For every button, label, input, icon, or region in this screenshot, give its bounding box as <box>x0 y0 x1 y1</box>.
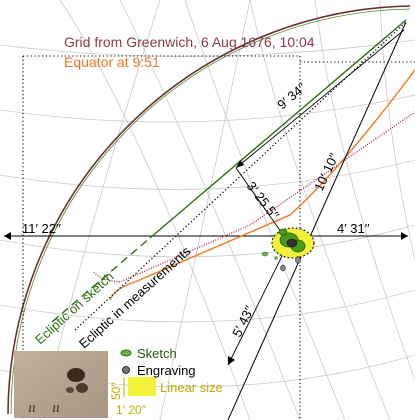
sketch-legend-label: Sketch <box>137 346 177 361</box>
arrowhead-bottom-diag <box>228 356 235 365</box>
diagonal-measure-line <box>227 21 407 420</box>
comet-engraving <box>261 238 301 272</box>
sketch-legend-icon <box>120 349 132 357</box>
horizon-arc <box>7 5 411 415</box>
engraving-legend-label: Engraving <box>137 363 196 378</box>
engraving-legend-icon <box>122 366 130 374</box>
perpendicular-line <box>235 167 285 237</box>
label-scale-horizontal: 1′ 20′′ <box>116 403 147 417</box>
ecliptic-sketch-line-dashed <box>51 237 151 323</box>
svg-text:ıı: ıı <box>52 401 60 415</box>
equator-title: Equator at 9:51 <box>64 54 160 70</box>
bottom-diagonal-line <box>227 239 291 366</box>
label-right-diagonal: 10′ 10′′ <box>311 150 342 193</box>
label-ecliptic-sketch: Ecliptic on sketch <box>32 269 117 347</box>
linear-size-legend-label: Linear size <box>160 380 223 395</box>
top-diagonal-arrow <box>235 29 405 169</box>
label-bottom-diagonal: 5′ 43′′ <box>229 303 257 339</box>
svg-text:ıı: ıı <box>28 401 36 415</box>
label-left-horizontal: 11′ 22′′ <box>22 221 61 236</box>
ecliptic-sketch-line-solid <box>149 19 407 239</box>
engraving-thumbnail: ıı ıı <box>14 351 108 418</box>
red-dotted-curve <box>93 111 415 283</box>
label-scale-vertical: 50′′ <box>109 381 123 400</box>
arrowhead-right <box>401 232 408 240</box>
arrowhead-left <box>4 232 11 240</box>
grid-title: Grid from Greenwich, 6 Aug 1676, 10:04 <box>64 34 315 50</box>
linear-size-legend-icon <box>128 377 156 396</box>
horizon-arc-inner <box>10 8 411 415</box>
arrowhead-top-diag <box>236 160 244 168</box>
label-right-horizontal: 4′ 31′′ <box>337 221 370 236</box>
